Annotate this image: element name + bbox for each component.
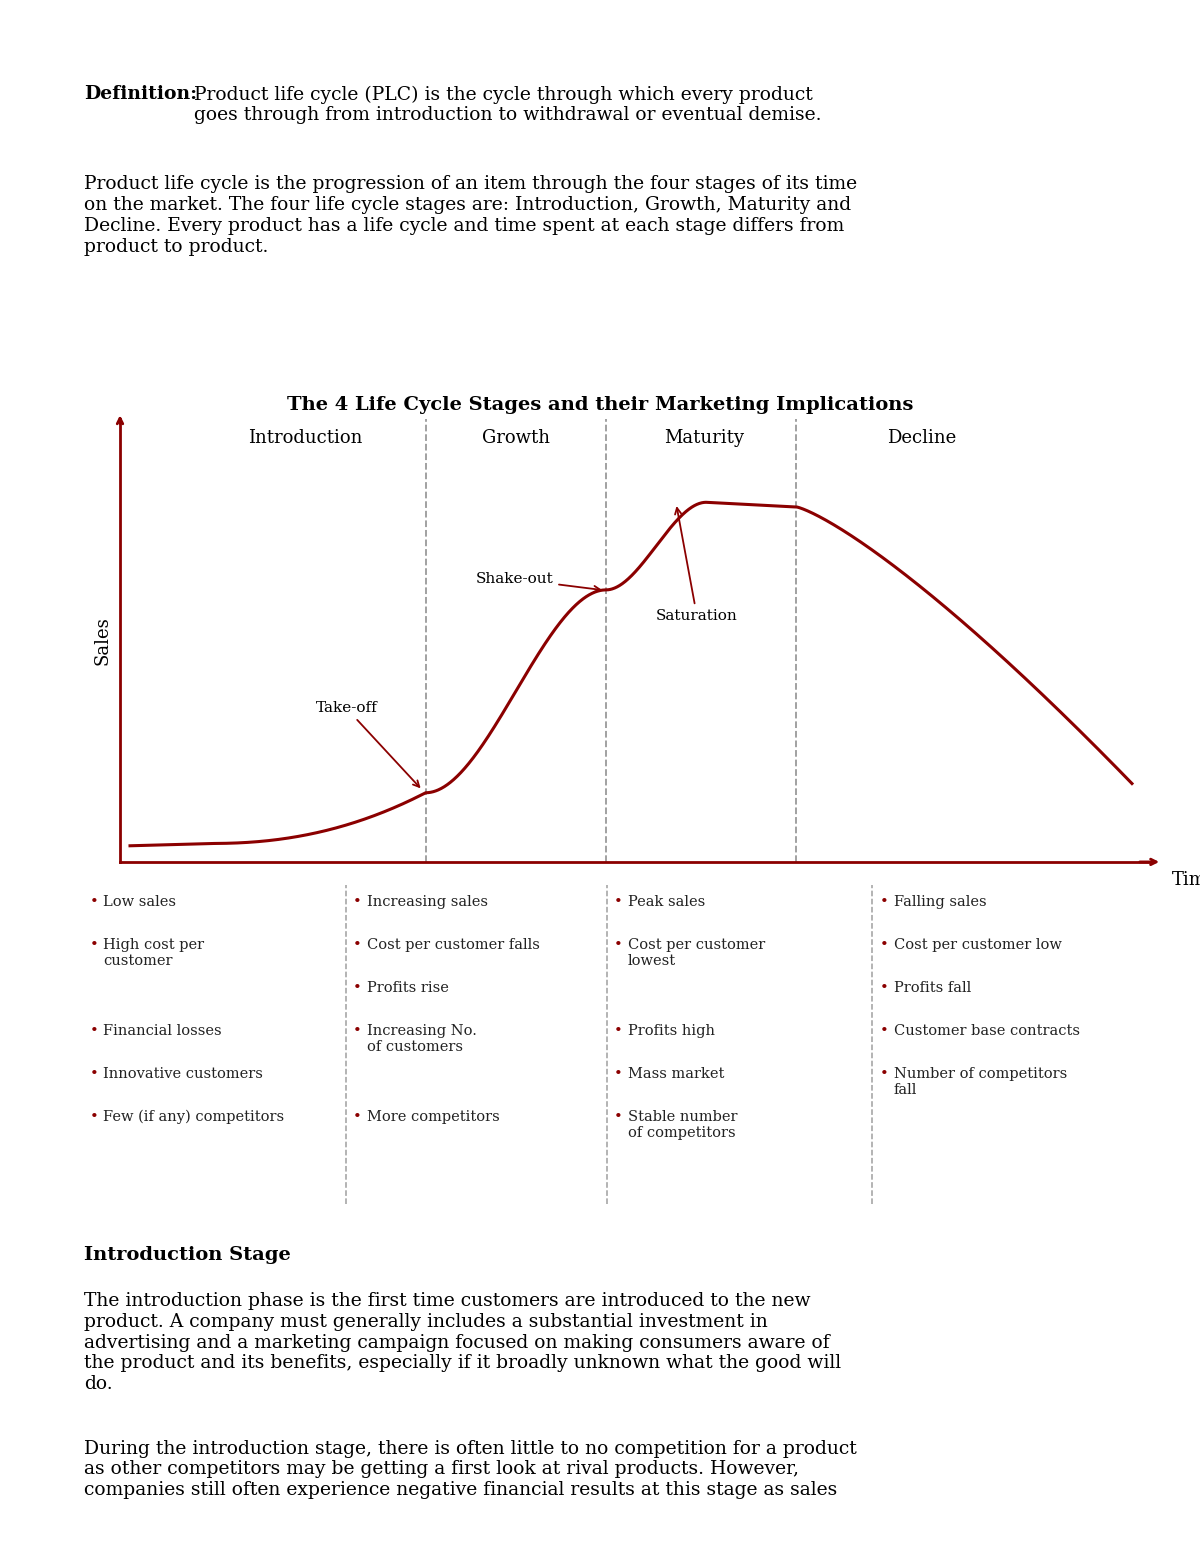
Text: •: • — [89, 1110, 98, 1124]
Text: •: • — [613, 1110, 623, 1124]
Text: High cost per
customer: High cost per customer — [103, 938, 204, 968]
Text: Product life cycle (PLC) is the cycle through which every product
goes through f: Product life cycle (PLC) is the cycle th… — [194, 85, 822, 124]
Text: Introduction Stage: Introduction Stage — [84, 1246, 290, 1264]
Y-axis label: Sales: Sales — [94, 617, 112, 665]
Text: Saturation: Saturation — [656, 508, 738, 623]
Text: •: • — [880, 1023, 888, 1037]
Text: •: • — [613, 895, 623, 909]
Text: Definition:: Definition: — [84, 85, 197, 104]
Text: •: • — [613, 1023, 623, 1037]
Text: •: • — [613, 1067, 623, 1081]
Text: Stable number
of competitors: Stable number of competitors — [628, 1110, 737, 1140]
Text: •: • — [353, 981, 362, 995]
Text: •: • — [353, 1023, 362, 1037]
Text: •: • — [89, 895, 98, 909]
Text: •: • — [880, 1067, 888, 1081]
Text: Peak sales: Peak sales — [628, 895, 704, 909]
Text: Shake-out: Shake-out — [475, 572, 600, 592]
Text: Increasing No.
of customers: Increasing No. of customers — [367, 1023, 476, 1054]
Text: •: • — [880, 981, 888, 995]
Text: Cost per customer
lowest: Cost per customer lowest — [628, 938, 764, 968]
Text: Product life cycle is the progression of an item through the four stages of its : Product life cycle is the progression of… — [84, 175, 857, 256]
Text: •: • — [353, 895, 362, 909]
Text: More competitors: More competitors — [367, 1110, 499, 1124]
Text: Innovative customers: Innovative customers — [103, 1067, 263, 1081]
Text: •: • — [880, 938, 888, 952]
Text: Customer base contracts: Customer base contracts — [894, 1023, 1080, 1037]
Text: Growth: Growth — [481, 429, 550, 447]
Text: •: • — [613, 938, 623, 952]
Text: Financial losses: Financial losses — [103, 1023, 222, 1037]
Text: Maturity: Maturity — [664, 429, 744, 447]
Text: The 4 Life Cycle Stages and their Marketing Implications: The 4 Life Cycle Stages and their Market… — [287, 396, 913, 415]
Text: Few (if any) competitors: Few (if any) competitors — [103, 1110, 284, 1124]
Text: Mass market: Mass market — [628, 1067, 724, 1081]
Text: •: • — [353, 1110, 362, 1124]
Text: Profits rise: Profits rise — [367, 981, 449, 995]
Text: •: • — [880, 895, 888, 909]
Text: Time: Time — [1172, 871, 1200, 890]
Text: •: • — [89, 1067, 98, 1081]
Text: Profits high: Profits high — [628, 1023, 715, 1037]
Text: Profits fall: Profits fall — [894, 981, 971, 995]
Text: •: • — [89, 1023, 98, 1037]
Text: During the introduction stage, there is often little to no competition for a pro: During the introduction stage, there is … — [84, 1440, 857, 1499]
Text: Cost per customer low: Cost per customer low — [894, 938, 1062, 952]
Text: Number of competitors
fall: Number of competitors fall — [894, 1067, 1067, 1096]
Text: Take-off: Take-off — [316, 700, 419, 787]
Text: •: • — [89, 938, 98, 952]
Text: Increasing sales: Increasing sales — [367, 895, 488, 909]
Text: •: • — [353, 938, 362, 952]
Text: Introduction: Introduction — [248, 429, 362, 447]
Text: Decline: Decline — [887, 429, 956, 447]
Text: Low sales: Low sales — [103, 895, 176, 909]
Text: The introduction phase is the first time customers are introduced to the new
pro: The introduction phase is the first time… — [84, 1292, 841, 1393]
Text: Falling sales: Falling sales — [894, 895, 986, 909]
Text: Cost per customer falls: Cost per customer falls — [367, 938, 540, 952]
